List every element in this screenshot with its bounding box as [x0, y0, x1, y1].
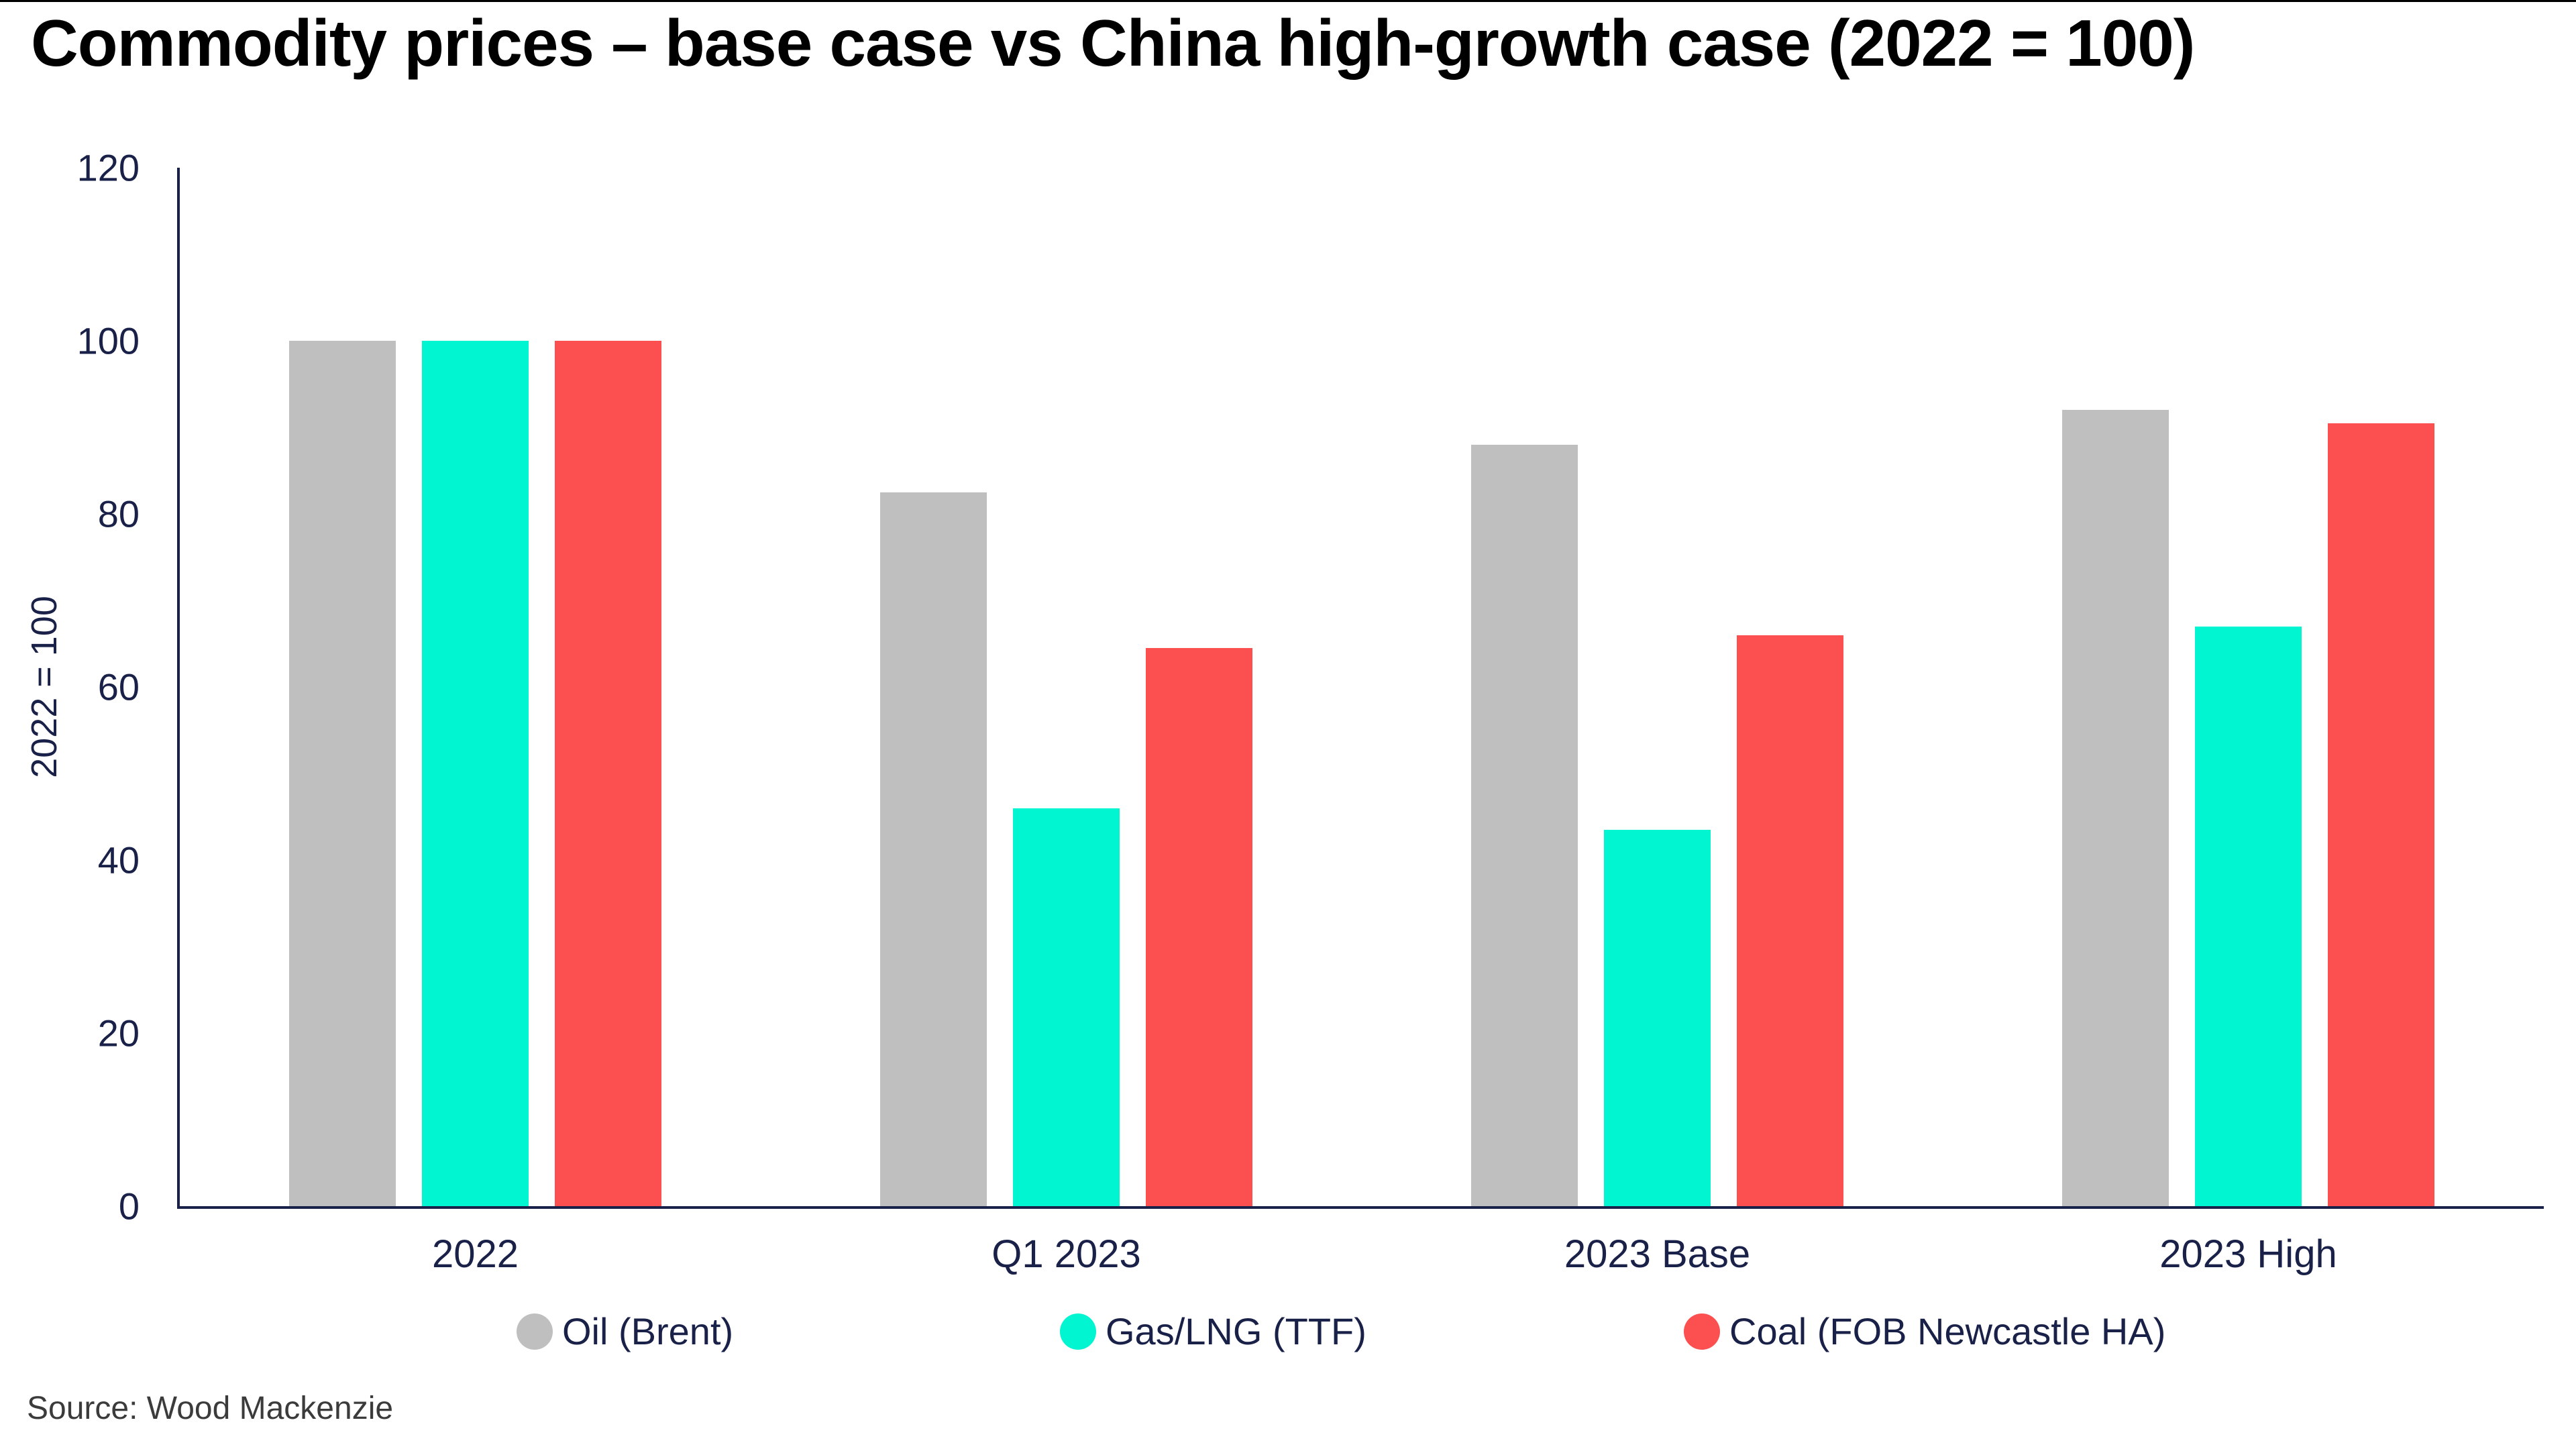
x-axis-label-2023-high: 2023 High: [2159, 1232, 2337, 1276]
x-axis-label-2023-base: 2023 Base: [1564, 1232, 1751, 1276]
bars-region: [180, 168, 2544, 1206]
bar-coal-fob-newcastle-ha-2023-base: [1737, 635, 1843, 1206]
x-axis-label-q1-2023: Q1 2023: [991, 1232, 1141, 1276]
y-tick-label-80: 80: [97, 492, 140, 535]
y-tick-label-100: 100: [76, 319, 140, 362]
bar-oil-brent-2023-base: [1471, 444, 1578, 1206]
bar-coal-fob-newcastle-ha-2023-high: [2328, 423, 2434, 1206]
y-axis-title: 2022 = 100: [24, 596, 64, 778]
bar-group-q1-2023: [771, 168, 1362, 1206]
x-axis-label-2022: 2022: [431, 1232, 519, 1276]
y-tick-label-60: 60: [97, 665, 140, 708]
legend-label-oil-brent: Oil (Brent): [562, 1310, 734, 1352]
legend-label-gas-lng-ttf: Gas/LNG (TTF): [1106, 1310, 1366, 1352]
bar-oil-brent-2023-high: [2062, 410, 2169, 1206]
legend-swatch-icon-coal-fob-newcastle-ha: [1684, 1313, 1720, 1350]
legend-item-oil-brent: Oil (Brent): [517, 1309, 733, 1353]
bar-gas-lng-ttf-q1-2023: [1013, 808, 1120, 1206]
y-tick-label-120: 120: [76, 146, 140, 189]
plot-area: 2022 = 100 0 20 40 60 80 100 120 2022 Q1 2023 20…: [24, 147, 2544, 1276]
bar-coal-fob-newcastle-ha-q1-2023: [1146, 647, 1252, 1206]
bar-gas-lng-ttf-2023-high: [2195, 626, 2302, 1206]
bar-gas-lng-ttf-2023-base: [1604, 829, 1711, 1206]
chart-title: Commodity prices – base case vs China hi…: [31, 6, 2195, 80]
bar-gas-lng-ttf-2022: [422, 341, 529, 1206]
bar-group-2023-base: [1362, 168, 1953, 1206]
bar-group-2023-high: [1953, 168, 2544, 1206]
bar-oil-brent-2022: [289, 341, 396, 1206]
bar-coal-fob-newcastle-ha-2022: [555, 341, 661, 1206]
legend-swatch-icon-gas-lng-ttf: [1060, 1313, 1096, 1350]
window-top-edge: [0, 0, 2576, 2]
y-tick-label-40: 40: [97, 839, 140, 881]
y-tick-label-20: 20: [97, 1012, 140, 1055]
legend-swatch-icon-oil-brent: [517, 1313, 553, 1350]
legend-item-coal-fob-newcastle-ha: Coal (FOB Newcastle HA): [1684, 1309, 2165, 1353]
legend: Oil (Brent) Gas/LNG (TTF) Coal (FOB Newcas…: [0, 1309, 2576, 1356]
x-axis-labels: 2022 Q1 2023 2023 Base 2023 High: [180, 1232, 2544, 1277]
source-note: Source: Wood Mackenzie: [27, 1391, 394, 1426]
bar-oil-brent-q1-2023: [880, 492, 987, 1206]
legend-label-coal-fob-newcastle-ha: Coal (FOB Newcastle HA): [1729, 1310, 2166, 1352]
legend-item-gas-lng-ttf: Gas/LNG (TTF): [1060, 1309, 1366, 1353]
y-tick-label-0: 0: [118, 1185, 140, 1228]
bar-group-2022: [180, 168, 771, 1206]
